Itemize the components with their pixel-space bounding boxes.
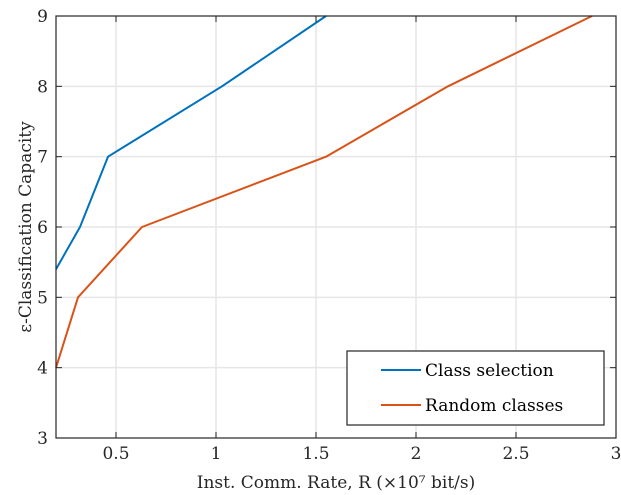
- legend-label-2: Random classes: [425, 396, 563, 416]
- axis-ticks: 0.5 1 1.5 2 2.5 3 3 4 5 6 7 8 9: [37, 7, 621, 464]
- series-line-2: [55, 15, 593, 368]
- x-tick-label: 3: [611, 444, 621, 464]
- y-tick-label: 3: [37, 429, 48, 449]
- grid: [56, 16, 616, 438]
- x-tick-label: 1: [211, 444, 222, 464]
- y-tick-label: 8: [37, 77, 48, 97]
- series-line-1: [55, 15, 327, 270]
- y-tick-label: 6: [37, 218, 48, 238]
- x-tick-label: 1.5: [302, 444, 329, 464]
- x-tick-label: 0.5: [102, 444, 129, 464]
- x-tick-label: 2.5: [502, 444, 529, 464]
- x-axis-label: Inst. Comm. Rate, R (×10⁷ bit/s): [197, 473, 476, 493]
- legend-box: [346, 350, 605, 426]
- y-tick-label: 7: [37, 148, 48, 168]
- legend-label-1: Class selection: [425, 361, 554, 381]
- series-lines: [55, 15, 593, 368]
- y-axis-label: ε-Classification Capacity: [16, 121, 36, 333]
- y-tick-label: 4: [37, 359, 48, 379]
- y-tick-label: 9: [37, 7, 48, 27]
- x-tick-label: 2: [411, 444, 422, 464]
- y-tick-label: 5: [37, 288, 48, 308]
- legend: Class selection Random classes: [346, 350, 605, 426]
